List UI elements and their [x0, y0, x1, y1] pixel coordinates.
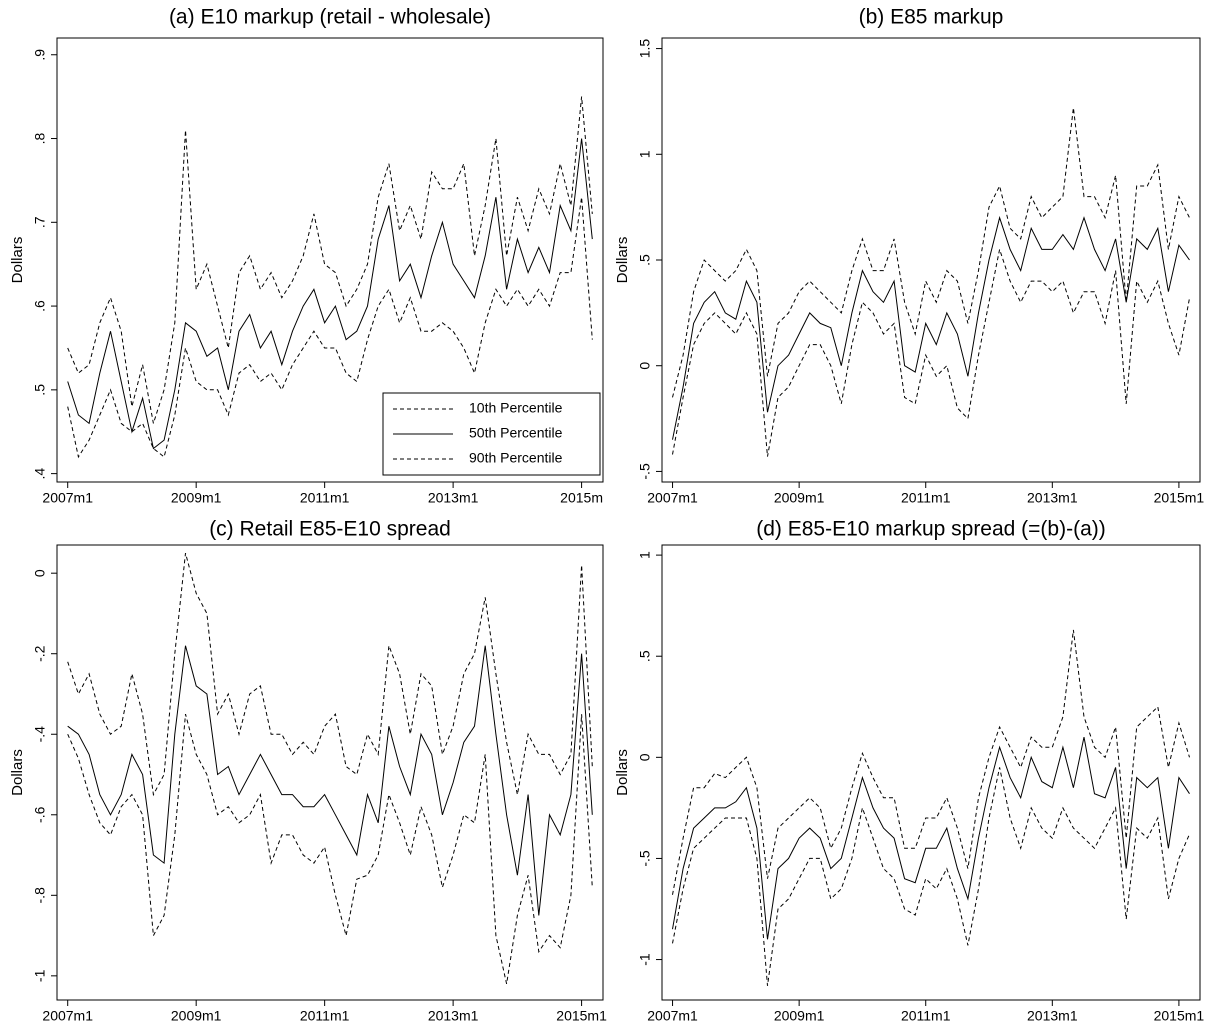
x-tick-label: 2013m1: [1027, 490, 1078, 506]
series-line: [67, 138, 593, 450]
y-tick-label: -.5: [637, 850, 653, 867]
y-tick-label: .4: [32, 468, 48, 480]
series-line: [67, 197, 593, 459]
series-line: [67, 96, 593, 424]
y-tick-label: -.2: [32, 645, 48, 662]
y-tick-label: -1: [637, 953, 653, 966]
x-tick-label: 2007m1: [647, 490, 698, 506]
y-tick-label: -.6: [32, 806, 48, 823]
x-tick-label: 2009m1: [171, 490, 222, 506]
y-tick-label: -1: [32, 969, 48, 982]
y-tick-label: 0: [637, 362, 653, 370]
x-tick-label: 2007m1: [42, 1008, 93, 1024]
y-tick-label: .8: [32, 132, 48, 144]
y-axis-label: Dollars: [614, 749, 631, 796]
y-axis-label: Dollars: [614, 237, 631, 284]
y-tick-label: -.4: [32, 726, 48, 743]
series-line: [67, 552, 593, 797]
legend-label: 50th Percentile: [469, 425, 563, 441]
y-axis-label: Dollars: [9, 749, 26, 796]
y-tick-label: 1: [637, 551, 653, 559]
y-tick-label: .6: [32, 300, 48, 312]
x-tick-label: 2015m1: [1154, 1008, 1205, 1024]
x-tick-label: 2011m1: [300, 1008, 350, 1024]
series-line: [67, 645, 593, 916]
x-tick-label: 2013m1: [428, 1008, 479, 1024]
series-line: [672, 629, 1190, 895]
x-tick-label: 2013m1: [428, 490, 479, 506]
x-tick-label: 2015m1: [556, 1008, 607, 1024]
series-line: [672, 215, 1190, 440]
y-tick-label: 1.5: [637, 39, 653, 59]
x-tick-label: 2015m1: [1154, 490, 1205, 506]
plot-frame: [661, 544, 1201, 1001]
x-tick-label: 2007m1: [42, 490, 93, 506]
y-tick-label: 1: [637, 150, 653, 158]
legend-label: 10th Percentile: [469, 400, 563, 416]
chart-title: (c) Retail E85-E10 spread: [209, 518, 451, 541]
y-tick-label: -.5: [637, 463, 653, 480]
x-tick-label: 2015m: [560, 490, 603, 506]
chart-title: (d) E85-E10 markup spread (=(b)-(a)): [756, 518, 1106, 541]
plot-frame: [56, 37, 604, 483]
y-tick-label: 0: [637, 753, 653, 761]
y-tick-label: .7: [32, 216, 48, 228]
y-tick-label: .9: [32, 49, 48, 61]
y-tick-label: .5: [637, 254, 653, 266]
x-tick-label: 2009m1: [774, 490, 825, 506]
plot-frame: [56, 544, 604, 1001]
x-tick-label: 2009m1: [774, 1008, 825, 1024]
y-axis-label: Dollars: [9, 237, 26, 284]
series-line: [672, 247, 1190, 457]
x-tick-label: 2009m1: [171, 1008, 222, 1024]
series-line: [672, 767, 1190, 986]
series-line: [672, 736, 1190, 940]
x-tick-label: 2013m1: [1027, 1008, 1078, 1024]
y-tick-label: 0: [32, 569, 48, 577]
x-tick-label: 2011m1: [901, 1008, 951, 1024]
x-tick-label: 2011m1: [901, 490, 951, 506]
y-tick-label: -.8: [32, 887, 48, 904]
y-tick-label: .5: [637, 650, 653, 662]
chart-title: (a) E10 markup (retail - wholesale): [169, 6, 491, 29]
x-tick-label: 2007m1: [647, 1008, 698, 1024]
legend-label: 90th Percentile: [469, 450, 563, 466]
y-tick-label: .5: [32, 384, 48, 396]
x-tick-label: 2011m1: [300, 490, 350, 506]
series-line: [67, 713, 593, 985]
series-line: [672, 107, 1190, 398]
chart-title: (b) E85 markup: [859, 6, 1004, 29]
